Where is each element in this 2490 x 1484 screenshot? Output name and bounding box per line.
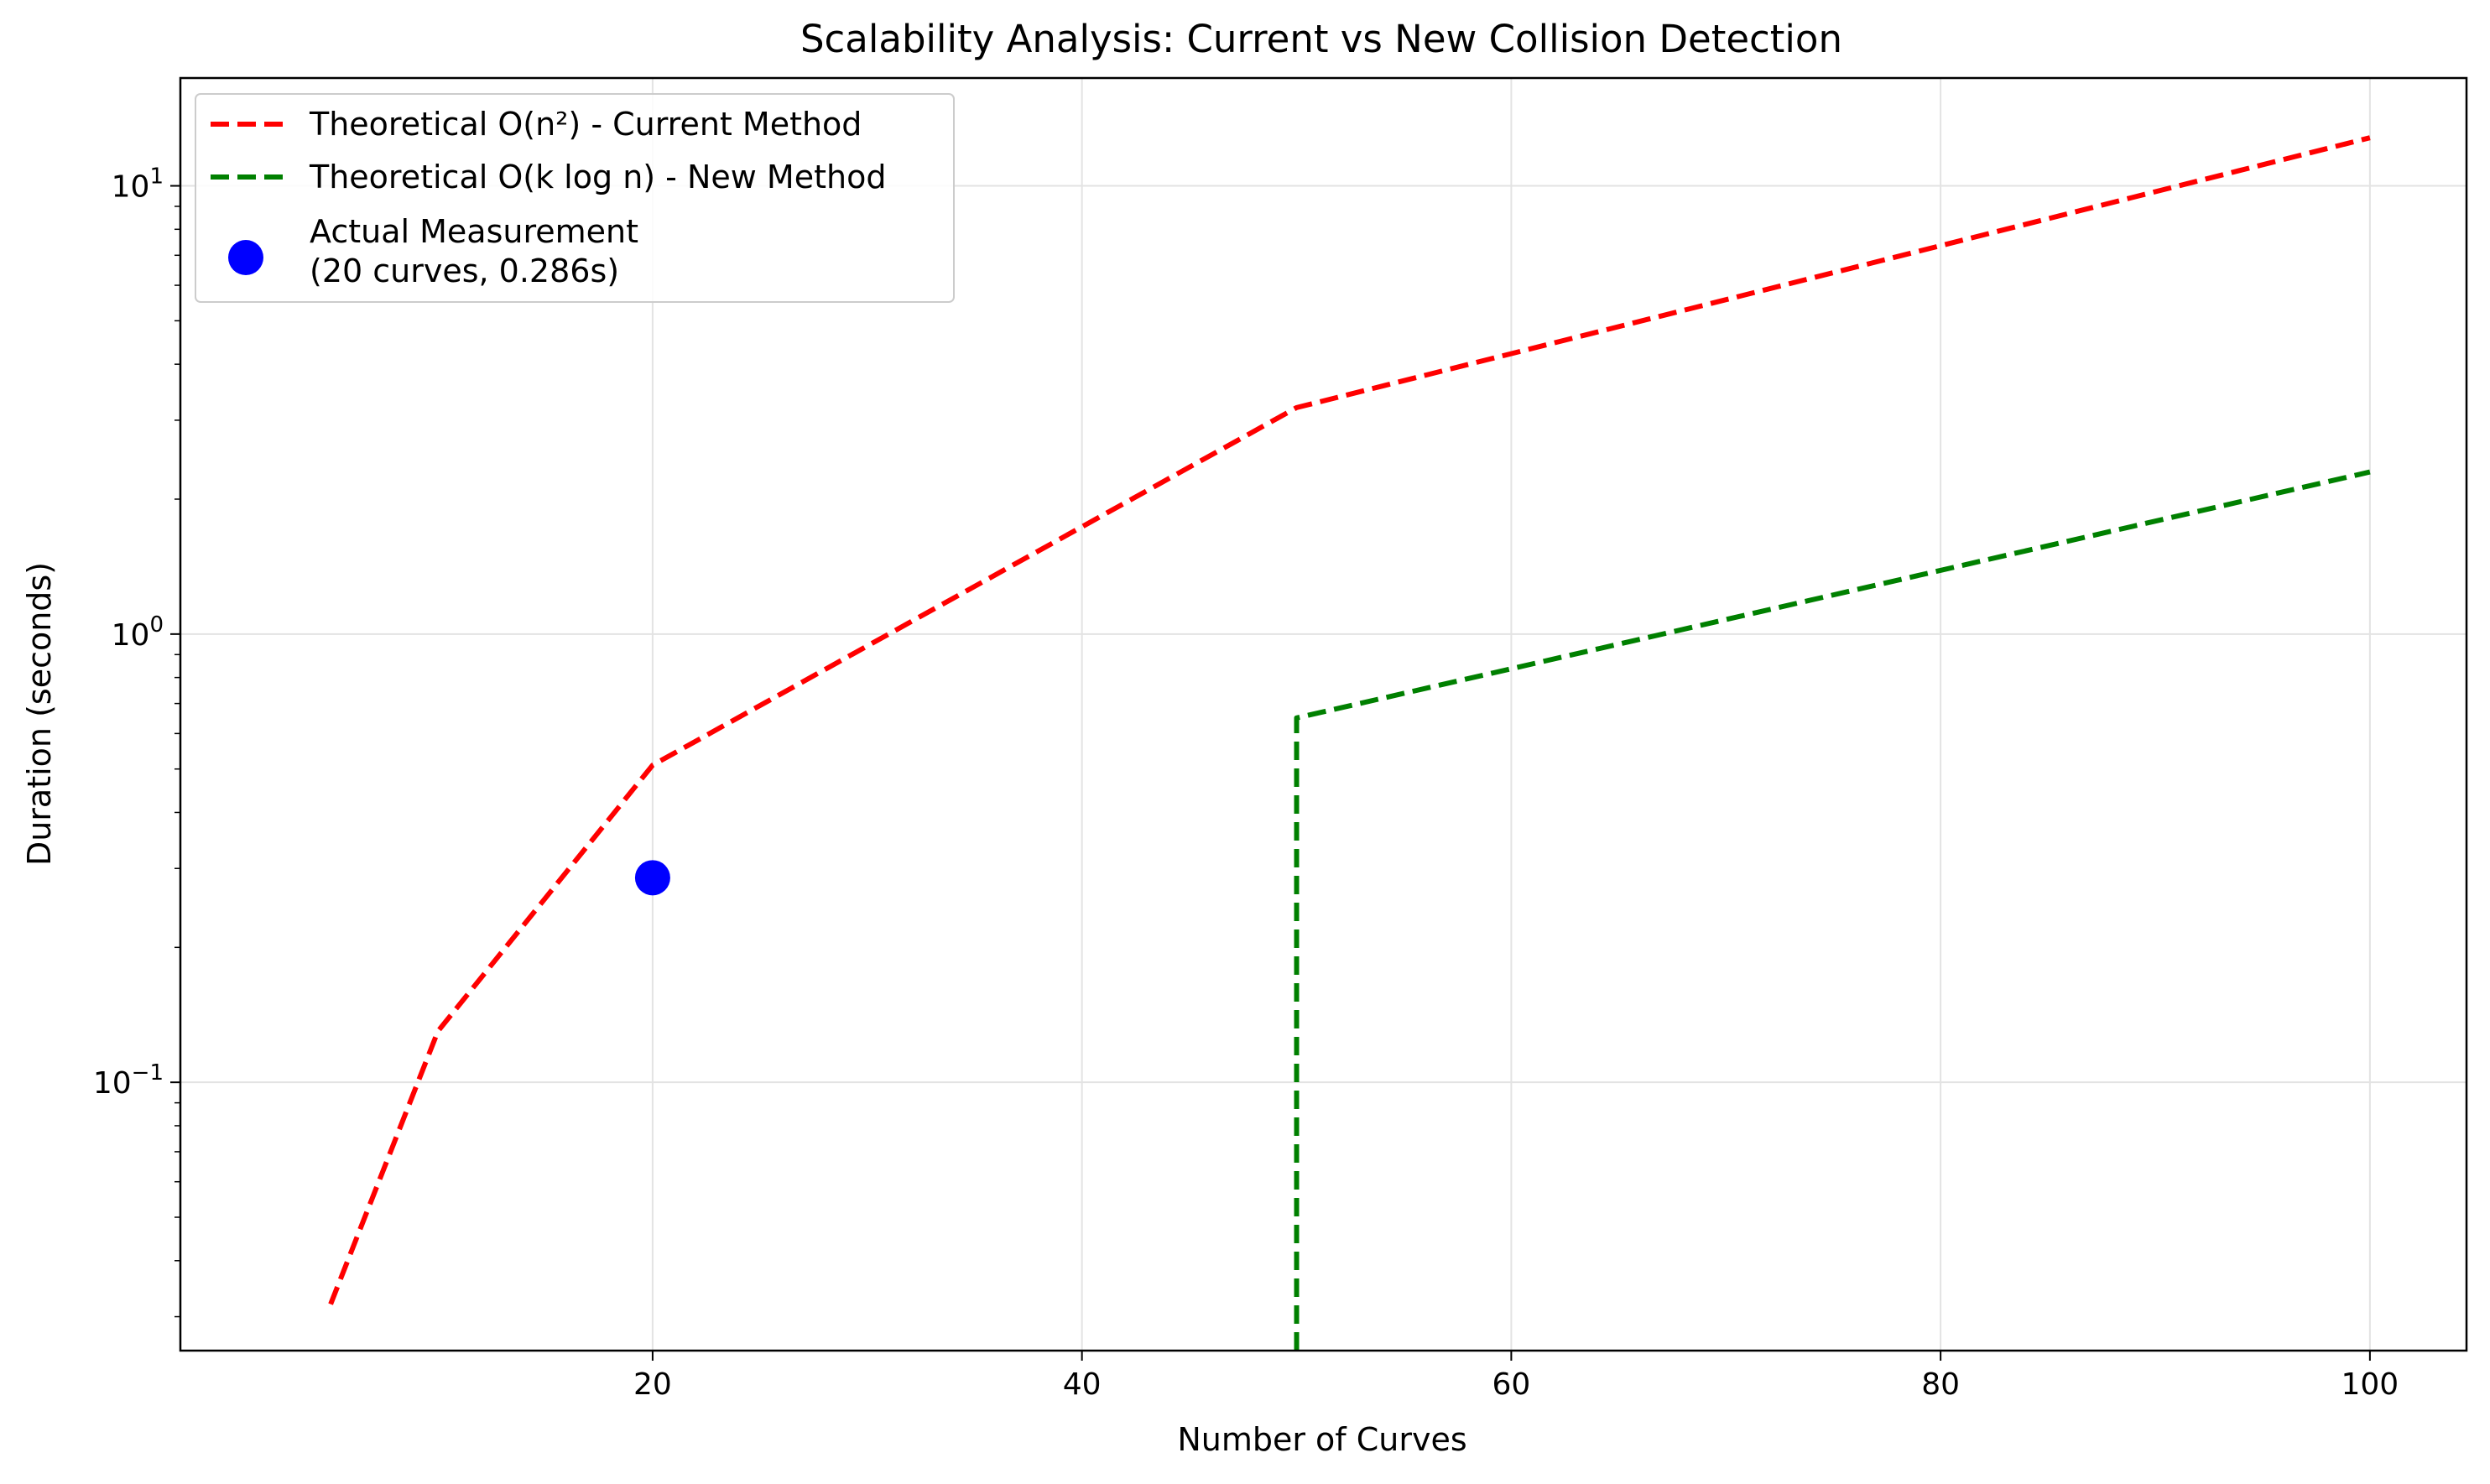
- y-tick-label-exponent: 1: [149, 164, 164, 190]
- plot-frame: [179, 76, 2468, 1352]
- y-tick-label-base: 10: [112, 170, 150, 205]
- x-axis-label: Number of Curves: [1177, 1421, 1466, 1458]
- x-tick-label: 100: [2341, 1367, 2399, 1402]
- x-tick-label: 80: [1921, 1367, 1960, 1402]
- series-line-1: [1294, 469, 2371, 1351]
- series-line-0: [328, 135, 2371, 1305]
- legend-box: [195, 93, 955, 303]
- x-tick-label: 20: [633, 1367, 672, 1402]
- legend: Theoretical O(n²) - Current Method Theore…: [195, 93, 955, 303]
- legend-point-label: Actual Measurement: [310, 213, 638, 250]
- x-tick-label: 60: [1492, 1367, 1530, 1402]
- legend-label-1: Theoretical O(k log n) - New Method: [309, 159, 886, 195]
- y-tick-label: 101: [112, 164, 164, 205]
- series-layer: [328, 135, 2371, 1351]
- y-tick-label-exponent: −1: [132, 1060, 164, 1086]
- measurement-point: [634, 860, 670, 896]
- y-tick-label-exponent: 0: [149, 612, 164, 638]
- chart-title: Scalability Analysis: Current vs New Col…: [800, 17, 1842, 61]
- legend-marker-0: [228, 240, 263, 275]
- legend-label-0: Theoretical O(n²) - Current Method: [309, 106, 862, 143]
- points-layer: [634, 860, 670, 896]
- x-tick-label: 40: [1063, 1367, 1102, 1402]
- y-tick-label-base: 10: [93, 1066, 132, 1101]
- y-tick-label: 10−1: [93, 1060, 164, 1101]
- x-axis-ticks: 20 40 60 80 100: [633, 1351, 2399, 1402]
- legend-point-label: (20 curves, 0.286s): [310, 253, 619, 289]
- y-tick-label: 100: [112, 612, 164, 653]
- y-tick-label-base: 10: [112, 618, 150, 653]
- y-axis-label: Duration (seconds): [21, 562, 58, 866]
